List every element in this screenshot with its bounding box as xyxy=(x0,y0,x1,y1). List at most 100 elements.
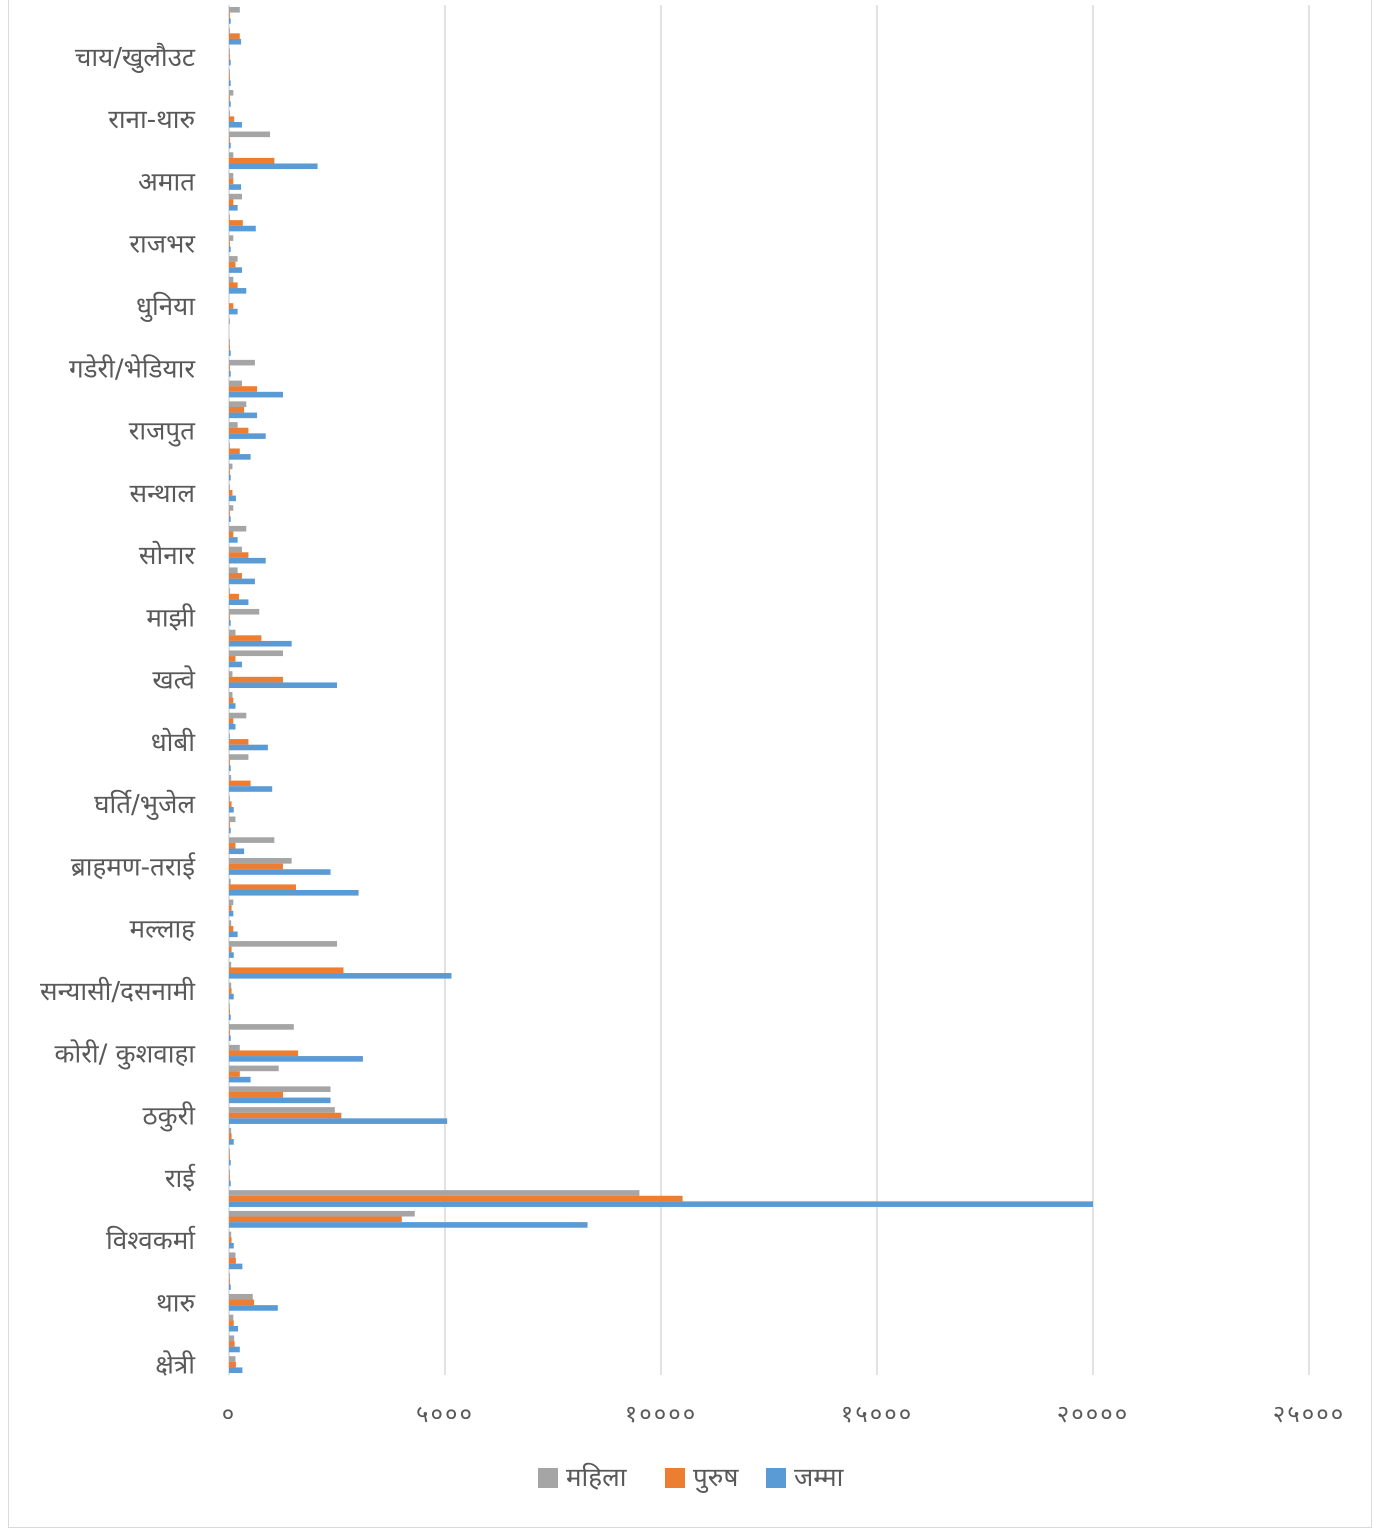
bar-male xyxy=(229,54,230,60)
bar-female xyxy=(229,775,232,781)
bar-male xyxy=(229,178,234,185)
bar-total xyxy=(229,1305,278,1311)
bar-female xyxy=(229,920,232,926)
x-tick-label: १५००० xyxy=(841,1400,913,1428)
bar-male xyxy=(229,988,232,994)
bar-total xyxy=(229,308,238,315)
bar-male xyxy=(229,573,242,579)
bar-male xyxy=(229,303,234,309)
legend-label: महिला xyxy=(566,1462,628,1493)
bar-female xyxy=(229,90,234,96)
bar-total xyxy=(229,931,238,938)
bar-female xyxy=(229,422,238,428)
bar-male xyxy=(229,220,243,226)
x-tick-label: ० xyxy=(222,1400,236,1428)
bar-total xyxy=(229,993,234,1000)
bar-total xyxy=(229,163,318,170)
bar-male xyxy=(229,697,234,704)
category-label: क्षेत्री xyxy=(155,1350,196,1381)
category-label: सन्थाल xyxy=(130,479,196,509)
bar-female xyxy=(229,816,236,823)
bar-female xyxy=(229,795,230,802)
bar-male xyxy=(229,946,232,953)
bar-female xyxy=(229,401,247,407)
bar-male xyxy=(229,137,230,143)
bar-male xyxy=(229,780,251,787)
bar-total xyxy=(229,1325,239,1332)
bar-male xyxy=(229,925,234,932)
bar-male xyxy=(229,656,236,662)
bar-female xyxy=(229,380,242,387)
bar-total xyxy=(229,1284,231,1290)
bar-male xyxy=(229,365,230,372)
bar-total xyxy=(229,184,242,190)
bar-male xyxy=(229,676,283,683)
bar-male xyxy=(229,240,230,247)
bar-male xyxy=(229,552,249,558)
bar-total xyxy=(229,18,231,24)
bar-total xyxy=(229,620,231,626)
bar-total xyxy=(229,744,268,751)
bar-total xyxy=(229,59,231,66)
bar-total xyxy=(229,1035,231,1041)
bar-total xyxy=(229,142,231,149)
category-label: विश्वकर्मा xyxy=(106,1225,196,1256)
bar-male xyxy=(229,884,296,890)
bar-total xyxy=(229,599,249,605)
category-label: अमात xyxy=(138,167,196,197)
bar-male xyxy=(229,905,232,911)
bar-male xyxy=(229,1195,683,1202)
bar-total xyxy=(229,952,234,958)
category-label: गडेरी/भेडियार xyxy=(69,353,196,384)
bar-female xyxy=(229,318,230,324)
bar-male xyxy=(229,1341,235,1347)
bar-male xyxy=(229,1320,234,1326)
bar-male xyxy=(229,33,240,39)
bar-total xyxy=(229,889,359,896)
x-tick-label: २०००० xyxy=(1057,1400,1129,1428)
bar-total xyxy=(229,827,231,834)
bar-female xyxy=(229,650,283,657)
bar-total xyxy=(229,1076,251,1083)
legend-swatch xyxy=(766,1468,786,1488)
bar-total xyxy=(229,1222,588,1228)
bar-total xyxy=(229,703,236,709)
bar-female xyxy=(229,567,238,574)
category-label: खत्वे xyxy=(152,665,195,696)
bar-total xyxy=(229,371,231,377)
bar-total xyxy=(229,412,258,419)
bar-female xyxy=(229,173,234,179)
bar-total xyxy=(229,288,247,294)
bar-male xyxy=(229,199,234,205)
bar-male xyxy=(229,116,235,122)
legend: महिला पुरुष जम्मा xyxy=(538,1462,845,1493)
bar-female xyxy=(229,1065,279,1072)
legend-swatch xyxy=(538,1468,558,1488)
bar-male xyxy=(229,842,236,849)
bar-total xyxy=(229,786,273,792)
bar-total xyxy=(229,516,231,522)
bar-female xyxy=(229,754,249,760)
bar-total xyxy=(229,474,231,481)
bar-female xyxy=(229,1231,232,1238)
bar-female xyxy=(229,1314,234,1321)
bar-male xyxy=(229,282,238,289)
bar-total xyxy=(229,204,238,211)
bar-female xyxy=(229,1210,415,1217)
bar-female xyxy=(229,629,236,636)
bar-total xyxy=(229,557,266,564)
bar-male xyxy=(229,261,236,268)
category-label: राजभर xyxy=(129,230,196,260)
bar-total xyxy=(229,1346,240,1353)
bar-male xyxy=(229,74,230,81)
bar-total xyxy=(229,1014,231,1021)
category-labels: क्षेत्री थारु विश्वकर्मा राई ठकुरी कोरी/ कुशव… xyxy=(40,42,196,1381)
bar-male xyxy=(229,510,230,517)
category-label: ठकुरी xyxy=(143,1101,197,1132)
bar-male xyxy=(229,386,258,392)
bar-male xyxy=(229,801,232,807)
bar-female xyxy=(229,1003,230,1009)
bar-male xyxy=(229,1091,283,1098)
bar-total xyxy=(229,661,242,668)
